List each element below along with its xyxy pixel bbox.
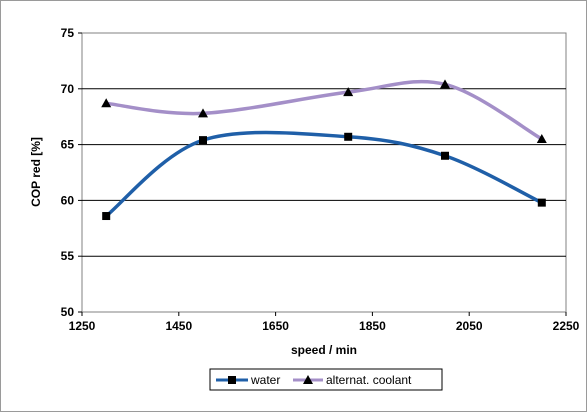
grid-lines: [78, 32, 567, 316]
data-point-water: [537, 198, 546, 207]
data-point-alternat-coolant: [343, 87, 354, 97]
x-tick-label: 1250: [69, 319, 96, 333]
data-point-alternat-coolant: [536, 134, 547, 144]
legend-box: [209, 368, 443, 391]
data-point-alternat-coolant: [198, 108, 208, 118]
x-tick-label: 1650: [262, 319, 289, 333]
series-line-water: [105, 130, 543, 218]
y-tick-label: 60: [61, 193, 75, 207]
legend: water alternat. coolant: [209, 368, 443, 391]
data-point-water: [199, 136, 207, 145]
data-point-water: [441, 151, 449, 160]
x-tick-label: 2250: [553, 319, 580, 333]
y-tick-label: 65: [61, 138, 75, 152]
data-point-water: [102, 212, 111, 221]
x-tick-label: 2050: [456, 319, 483, 333]
y-tick-labels: 50 55 60 65 70 75: [61, 26, 75, 319]
y-tick-label: 70: [61, 82, 75, 96]
legend-coolant-marker: [303, 375, 313, 384]
y-tick-label: 75: [61, 26, 75, 40]
legend-water-label: water: [250, 373, 280, 387]
x-tick-label: 1450: [165, 319, 192, 333]
x-tick-labels: 1250 1450 1650 1850 2050 2250: [69, 319, 580, 333]
x-axis-label: speed / min: [291, 343, 357, 357]
data-point-water: [344, 132, 353, 141]
x-tick-label: 1850: [359, 319, 386, 333]
series-group: [101, 79, 547, 221]
y-axis-label: COP red [%]: [29, 137, 43, 207]
data-point-alternat-coolant: [101, 98, 112, 108]
data-point-alternat-coolant: [440, 79, 450, 89]
y-tick-label: 55: [61, 249, 75, 263]
y-tick-label: 50: [61, 305, 75, 319]
legend-coolant-label: alternat. coolant: [326, 373, 412, 387]
legend-water-marker: [228, 376, 236, 384]
